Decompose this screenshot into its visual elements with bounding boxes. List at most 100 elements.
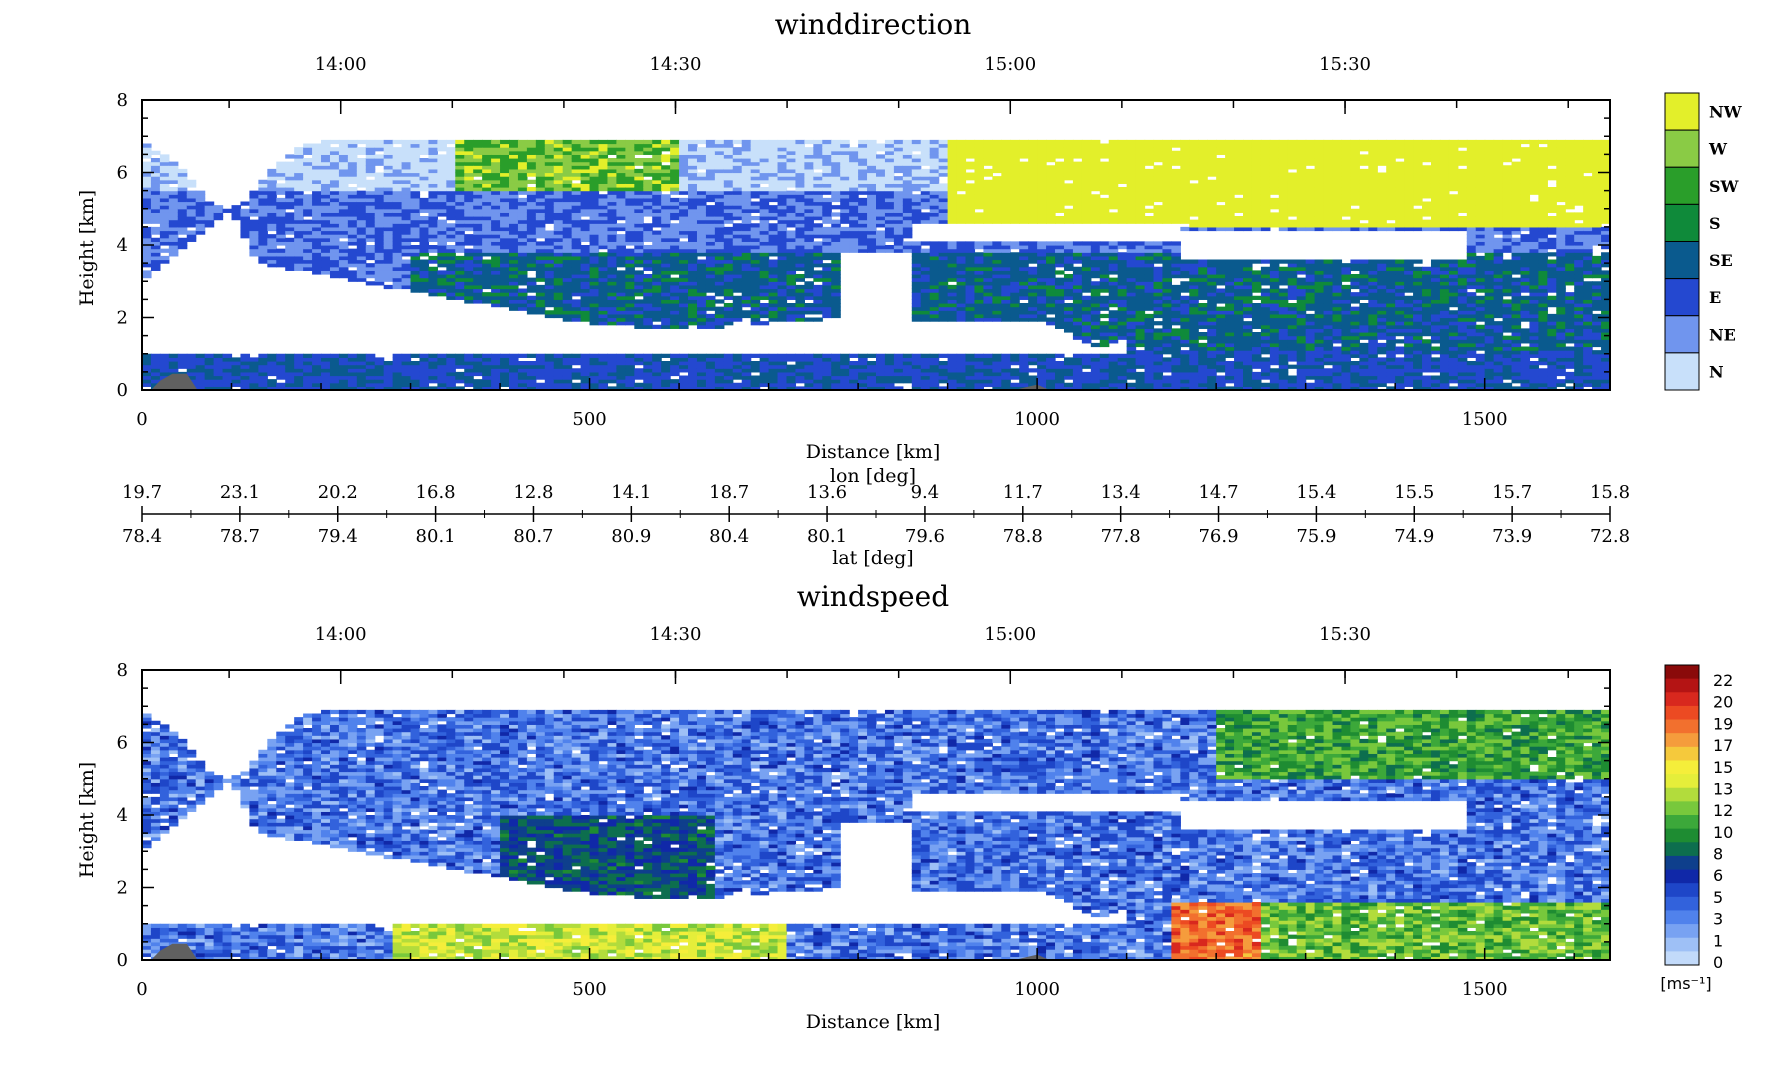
heatmap-cell bbox=[500, 151, 510, 155]
heatmap-cell bbox=[500, 379, 510, 383]
heatmap-cell bbox=[249, 209, 259, 213]
heatmap-cell bbox=[178, 245, 188, 249]
heatmap-cell bbox=[223, 376, 233, 380]
heatmap-cell bbox=[303, 158, 313, 162]
heatmap-cell bbox=[473, 260, 483, 264]
heatmap-cell bbox=[437, 252, 447, 256]
heatmap-cell bbox=[285, 180, 295, 184]
heatmap-cell bbox=[464, 274, 474, 278]
heatmap-cell bbox=[402, 260, 412, 264]
heatmap-cell bbox=[249, 231, 259, 235]
heatmap-cell bbox=[285, 216, 295, 220]
heatmap-cell bbox=[276, 162, 286, 166]
heatmap-cell bbox=[258, 187, 268, 191]
heatmap-cell bbox=[491, 245, 501, 249]
heatmap-cell bbox=[375, 267, 385, 271]
heatmap-cell bbox=[419, 165, 429, 169]
heatmap-cell bbox=[151, 372, 161, 376]
heatmap-cell bbox=[509, 354, 519, 358]
heatmap-cell bbox=[464, 296, 474, 300]
heatmap-cell bbox=[232, 357, 242, 361]
heatmap-cell bbox=[321, 191, 331, 195]
heatmap-cell bbox=[455, 354, 465, 358]
heatmap-cell bbox=[267, 212, 277, 216]
heatmap-cell bbox=[249, 252, 259, 256]
heatmap-cell bbox=[294, 357, 304, 361]
heatmap-cell bbox=[473, 357, 483, 361]
heatmap-cell bbox=[357, 260, 367, 264]
heatmap-cell bbox=[509, 238, 519, 242]
heatmap-cell bbox=[330, 176, 340, 180]
heatmap-cell bbox=[232, 209, 242, 213]
heatmap-cell bbox=[491, 144, 501, 148]
heatmap-cell bbox=[419, 180, 429, 184]
heatmap-cell bbox=[330, 140, 340, 144]
heatmap-cell bbox=[375, 238, 385, 242]
heatmap-cell bbox=[142, 376, 152, 380]
heatmap-cell bbox=[482, 267, 492, 271]
heatmap-cell bbox=[393, 357, 403, 361]
heatmap-cell bbox=[321, 198, 331, 202]
heatmap-cell bbox=[285, 260, 295, 264]
heatmap-cell bbox=[428, 212, 438, 216]
heatmap-cell bbox=[294, 231, 304, 235]
heatmap-cell bbox=[276, 249, 286, 253]
heatmap-cell bbox=[187, 216, 197, 220]
heatmap-cell bbox=[419, 383, 429, 387]
heatmap-cell bbox=[285, 154, 295, 158]
heatmap-cell bbox=[419, 147, 429, 151]
heatmap-cell bbox=[411, 140, 421, 144]
heatmap-cell bbox=[384, 209, 394, 213]
heatmap-cell bbox=[518, 307, 528, 311]
heatmap-cell bbox=[491, 187, 501, 191]
heatmap-cell bbox=[366, 267, 376, 271]
heatmap-cell bbox=[384, 194, 394, 198]
heatmap-cell bbox=[285, 238, 295, 242]
heatmap-cell bbox=[446, 169, 456, 173]
heatmap-cell bbox=[446, 278, 456, 282]
heatmap-cell bbox=[357, 372, 367, 376]
heatmap-cell bbox=[500, 140, 510, 144]
heatmap-cell bbox=[321, 256, 331, 260]
heatmap-cell bbox=[446, 274, 456, 278]
heatmap-cell bbox=[366, 227, 376, 231]
heatmap-cell bbox=[348, 194, 358, 198]
heatmap-cell bbox=[240, 379, 250, 383]
heatmap-cell bbox=[258, 354, 268, 358]
heatmap-cell bbox=[312, 183, 322, 187]
heatmap-cell bbox=[491, 191, 501, 195]
heatmap-cell bbox=[437, 241, 447, 245]
heatmap-cell bbox=[240, 216, 250, 220]
heatmap-cell bbox=[232, 361, 242, 365]
heatmap-cell bbox=[196, 220, 206, 224]
heatmap-cell bbox=[312, 176, 322, 180]
heatmap-cell bbox=[366, 165, 376, 169]
heatmap-cell bbox=[482, 285, 492, 289]
heatmap-cell bbox=[303, 220, 313, 224]
heatmap-cell bbox=[375, 194, 385, 198]
heatmap-cell bbox=[214, 205, 224, 209]
heatmap-cell bbox=[348, 140, 358, 144]
heatmap-cell bbox=[330, 187, 340, 191]
heatmap-cell bbox=[142, 231, 152, 235]
heatmap-cell bbox=[267, 379, 277, 383]
heatmap-cell bbox=[142, 147, 152, 151]
heatmap-cell bbox=[348, 368, 358, 372]
heatmap-cell bbox=[196, 368, 206, 372]
heatmap-cell bbox=[240, 354, 250, 358]
heatmap-cell bbox=[419, 234, 429, 238]
heatmap-cell bbox=[473, 234, 483, 238]
heatmap-cell bbox=[464, 176, 474, 180]
heatmap-cell bbox=[402, 285, 412, 289]
heatmap-cell bbox=[437, 289, 447, 293]
heatmap-cell bbox=[240, 220, 250, 224]
heatmap-cell bbox=[482, 205, 492, 209]
heatmap-cell bbox=[366, 209, 376, 213]
heatmap-cell bbox=[491, 212, 501, 216]
heatmap-cell bbox=[330, 191, 340, 195]
heatmap-cell bbox=[249, 376, 259, 380]
heatmap-cell bbox=[375, 144, 385, 148]
heatmap-cell bbox=[339, 274, 349, 278]
heatmap-cell bbox=[500, 223, 510, 227]
heatmap-cell bbox=[437, 169, 447, 173]
